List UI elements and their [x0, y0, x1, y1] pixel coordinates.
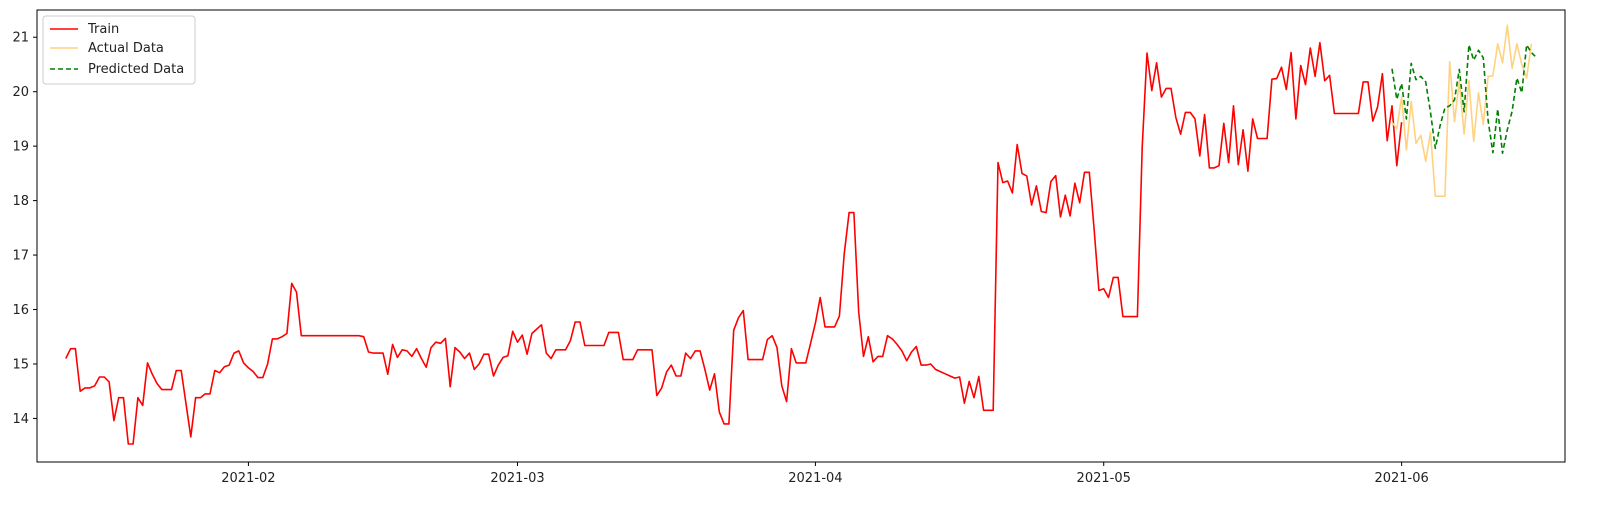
legend-label-train: Train [87, 22, 119, 37]
series-line-actual-data [1391, 24, 1533, 197]
x-tick-label: 2021-03 [490, 471, 544, 486]
legend-label-actual: Actual Data [88, 41, 164, 56]
y-tick-label: 16 [12, 303, 29, 318]
x-tick-label: 2021-05 [1077, 471, 1131, 486]
y-axis-ticks: 14 15 16 17 18 19 20 21 [12, 31, 37, 427]
x-tick-label: 2021-06 [1374, 471, 1428, 486]
y-tick-label: 20 [12, 85, 29, 100]
legend-label-predicted: Predicted Data [88, 62, 184, 77]
legend: Train Actual Data Predicted Data [42, 15, 196, 85]
legend-box [42, 15, 196, 85]
series-line-train [65, 41, 1403, 445]
x-tick-label: 2021-04 [788, 471, 842, 486]
y-tick-label: 18 [12, 194, 29, 209]
series-line-predicted-data [1391, 44, 1537, 154]
series-layer [65, 24, 1537, 445]
plot-area [36, 9, 1566, 463]
y-tick-label: 19 [12, 140, 29, 155]
y-tick-label: 14 [12, 412, 29, 427]
y-tick-label: 17 [12, 249, 29, 264]
axes-frame [36, 9, 1566, 463]
x-tick-label: 2021-02 [221, 471, 275, 486]
y-tick-label: 15 [12, 357, 29, 372]
x-axis-ticks: 2021-02 2021-03 2021-04 2021-05 2021-06 [221, 462, 1429, 486]
y-tick-label: 21 [12, 31, 29, 46]
